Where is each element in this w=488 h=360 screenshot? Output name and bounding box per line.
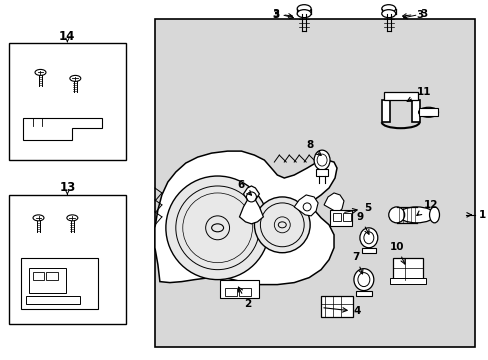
Bar — [28, 268, 66, 293]
Bar — [383, 92, 417, 100]
Text: 3: 3 — [416, 10, 423, 20]
Ellipse shape — [428, 207, 439, 223]
Text: 8: 8 — [305, 140, 321, 156]
Text: 12: 12 — [416, 200, 437, 215]
Ellipse shape — [353, 269, 373, 291]
Bar — [392, 258, 422, 280]
Bar — [411, 100, 419, 122]
Bar — [315, 169, 327, 176]
Bar — [25, 296, 80, 303]
Text: 7: 7 — [351, 252, 362, 274]
Bar — [361, 248, 375, 253]
Bar — [155, 19, 474, 347]
Bar — [239, 288, 251, 296]
Bar — [389, 278, 425, 284]
Text: 3: 3 — [420, 9, 427, 19]
Ellipse shape — [297, 5, 310, 13]
Text: 4: 4 — [323, 306, 361, 316]
Bar — [342, 213, 350, 221]
Ellipse shape — [359, 228, 377, 248]
Bar — [321, 296, 352, 318]
Bar — [224, 288, 236, 296]
Ellipse shape — [381, 5, 395, 13]
Circle shape — [165, 176, 269, 280]
Polygon shape — [239, 186, 263, 224]
Bar — [46, 272, 58, 280]
Text: 9: 9 — [356, 212, 368, 234]
Text: 10: 10 — [388, 242, 404, 264]
Text: 14: 14 — [59, 30, 75, 43]
Polygon shape — [155, 151, 336, 285]
Ellipse shape — [388, 207, 404, 223]
Text: 3: 3 — [271, 10, 279, 20]
Text: 1: 1 — [478, 210, 486, 220]
Ellipse shape — [67, 215, 78, 221]
Text: 11: 11 — [407, 87, 430, 102]
Text: 3: 3 — [271, 9, 279, 19]
Bar — [329, 210, 351, 226]
Text: 6: 6 — [237, 180, 251, 195]
Bar — [219, 280, 259, 298]
Bar — [33, 272, 44, 280]
Ellipse shape — [35, 69, 46, 75]
Text: 13: 13 — [59, 181, 75, 194]
Ellipse shape — [70, 75, 81, 81]
Ellipse shape — [297, 10, 310, 18]
Bar — [418, 108, 438, 116]
Ellipse shape — [381, 10, 395, 18]
Polygon shape — [294, 195, 318, 216]
Bar — [332, 213, 340, 221]
Text: 5: 5 — [344, 203, 370, 213]
Bar — [20, 258, 98, 310]
Polygon shape — [324, 193, 343, 213]
Ellipse shape — [398, 207, 434, 223]
Bar — [355, 291, 371, 296]
Ellipse shape — [313, 150, 329, 170]
Ellipse shape — [33, 215, 44, 221]
Bar — [381, 100, 389, 122]
Polygon shape — [22, 118, 102, 140]
Bar — [9, 42, 126, 160]
Text: 2: 2 — [238, 287, 250, 309]
Ellipse shape — [418, 107, 438, 117]
Circle shape — [254, 197, 309, 253]
Bar — [9, 195, 126, 324]
